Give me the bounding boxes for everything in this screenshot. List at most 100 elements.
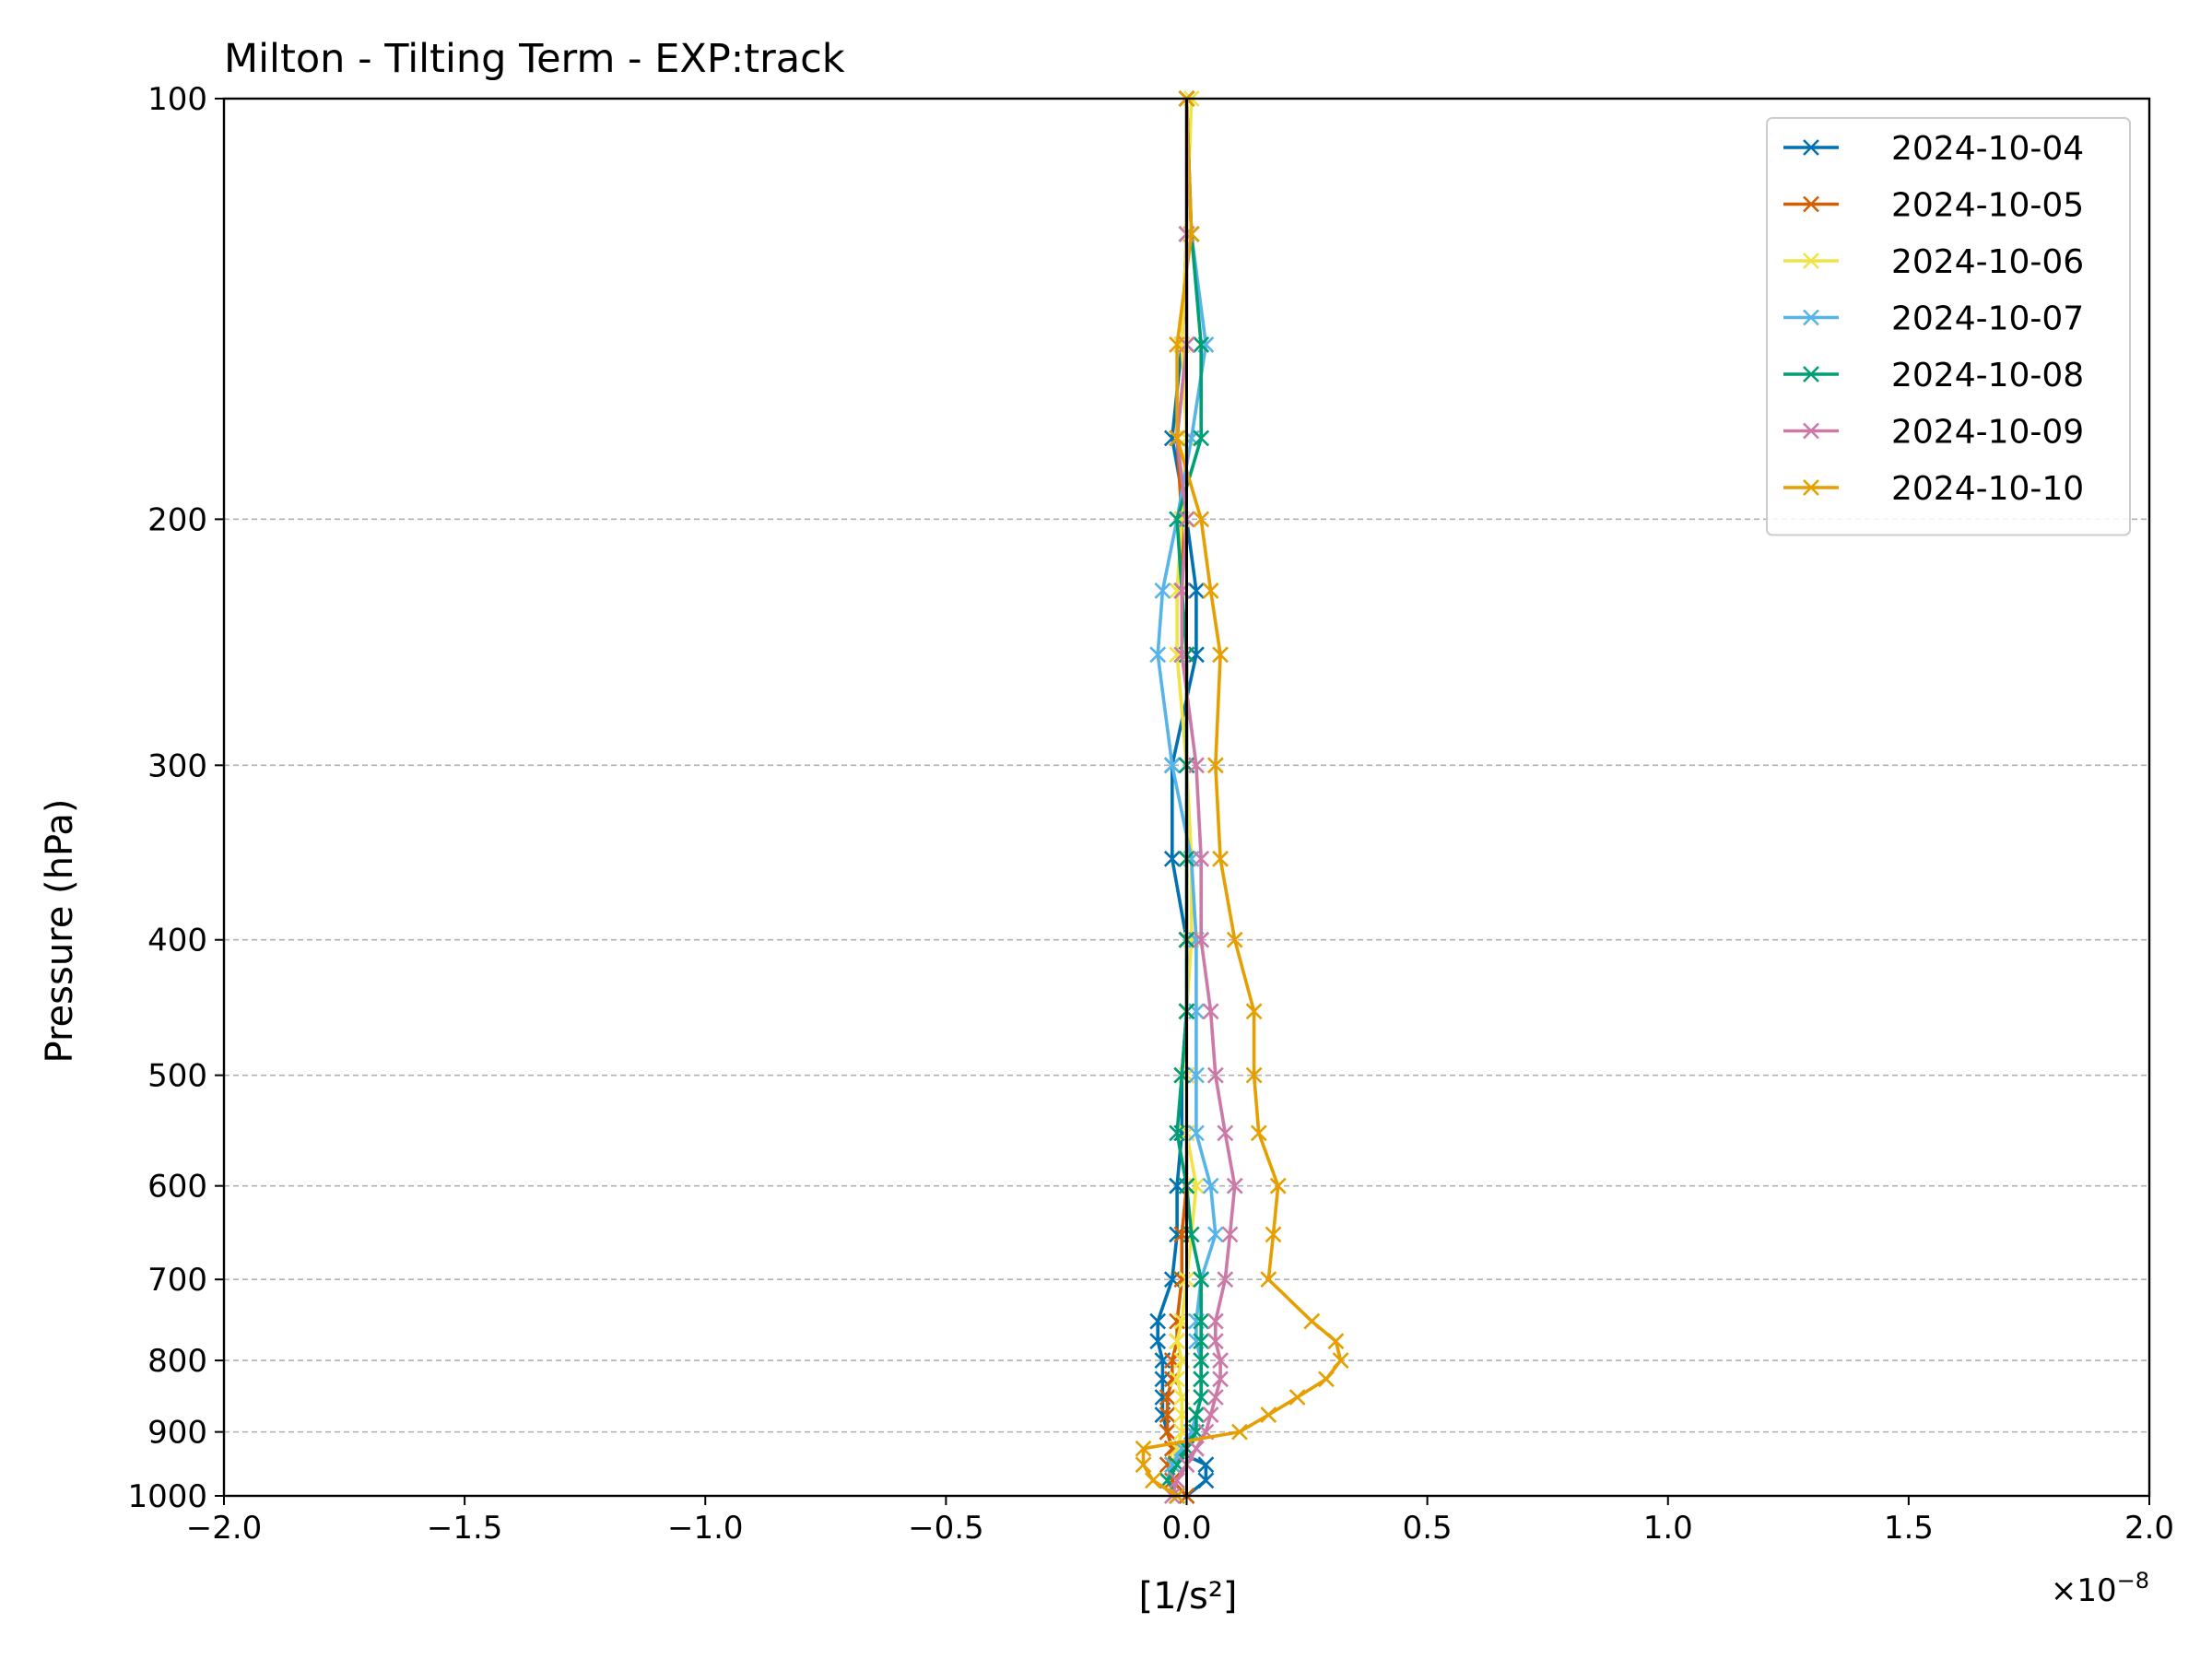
data-point <box>1212 1371 1229 1388</box>
x-tick-label: 0.0 <box>1161 1510 1211 1547</box>
data-point <box>1188 1440 1205 1457</box>
y-tick-label: 500 <box>147 1058 207 1095</box>
data-point <box>1135 1456 1152 1474</box>
y-tick-label: 900 <box>147 1415 207 1452</box>
data-point <box>1197 1456 1215 1474</box>
data-point <box>1193 1271 1210 1288</box>
data-point <box>1221 1226 1239 1243</box>
data-point <box>1188 1124 1205 1142</box>
data-point <box>1206 1389 1224 1406</box>
data-point <box>1193 931 1210 948</box>
data-point <box>1318 1371 1335 1388</box>
y-tick-label: 100 <box>147 81 207 118</box>
data-point <box>1226 1177 1243 1194</box>
data-point <box>1202 1406 1219 1424</box>
y-tick-label: 400 <box>147 923 207 959</box>
data-point <box>1332 1352 1349 1370</box>
data-point <box>1260 1406 1277 1424</box>
x-tick-label: −2.0 <box>186 1510 263 1547</box>
legend-label: 2024-10-06 <box>1891 243 2084 281</box>
data-point <box>1226 931 1243 948</box>
data-point <box>1135 1440 1152 1457</box>
legend-item: 2024-10-09 <box>1783 414 2084 452</box>
data-point <box>1159 1389 1176 1406</box>
y-tick-label: 700 <box>147 1262 207 1299</box>
x-tick-label: −1.5 <box>427 1510 503 1547</box>
data-point <box>1212 850 1229 867</box>
data-point <box>1202 1177 1219 1194</box>
data-point <box>1149 1333 1167 1350</box>
x-axis-scale-factor: ×10−8 <box>2051 1568 2149 1609</box>
data-point <box>1231 1423 1248 1441</box>
data-point <box>1193 336 1210 353</box>
data-point <box>1188 582 1205 599</box>
data-point <box>1163 757 1181 774</box>
data-point <box>1197 1472 1215 1489</box>
y-tick-label: 200 <box>147 501 207 538</box>
x-tick-label: −0.5 <box>908 1510 984 1547</box>
legend-label: 2024-10-10 <box>1891 470 2084 508</box>
legend-item: 2024-10-10 <box>1783 470 2084 508</box>
x-tick-label: 1.5 <box>1884 1510 1934 1547</box>
x-tick-label: 1.0 <box>1643 1510 1693 1547</box>
data-point <box>1163 1456 1181 1474</box>
data-point <box>1193 1333 1210 1350</box>
legend-item: 2024-10-04 <box>1783 130 2084 168</box>
data-point <box>1206 757 1224 774</box>
data-point <box>1217 1271 1234 1288</box>
data-point <box>1265 1226 1282 1243</box>
legend-item: 2024-10-05 <box>1783 187 2084 225</box>
data-point <box>1159 1423 1176 1441</box>
data-point <box>1169 336 1185 353</box>
data-point <box>1169 429 1185 447</box>
legend-label: 2024-10-08 <box>1891 357 2084 394</box>
data-point <box>1212 646 1229 664</box>
x-axis-scale-factor-exponent: −8 <box>2117 1568 2149 1594</box>
x-axis-label: [1/s²] <box>1138 1575 1237 1618</box>
data-point <box>1149 1312 1167 1330</box>
legend-label: 2024-10-05 <box>1891 187 2084 225</box>
data-point <box>1288 1389 1306 1406</box>
data-point <box>1327 1333 1345 1350</box>
data-point <box>1245 1066 1263 1084</box>
series-2024-10-09 <box>1163 90 1243 1504</box>
x-axis-scale-factor-base: ×10 <box>2051 1572 2117 1609</box>
data-point <box>1169 1333 1185 1350</box>
data-point <box>1193 1352 1210 1370</box>
data-point <box>1206 1226 1224 1243</box>
data-point <box>1206 1333 1224 1350</box>
legend-label: 2024-10-07 <box>1891 300 2084 338</box>
x-tick-label: 2.0 <box>2124 1510 2174 1547</box>
y-axis-label: Pressure (hPa) <box>39 799 81 1064</box>
data-point <box>1188 1406 1205 1424</box>
data-point <box>1188 757 1205 774</box>
data-point <box>1202 1003 1219 1020</box>
y-tick-label: 600 <box>147 1169 207 1206</box>
data-point <box>1193 1312 1210 1330</box>
data-point <box>1303 1312 1321 1330</box>
data-point <box>1193 1389 1210 1406</box>
y-tick-label: 800 <box>147 1343 207 1380</box>
x-tick-label: −1.0 <box>667 1510 744 1547</box>
data-point <box>1154 582 1171 599</box>
data-point <box>1193 429 1210 447</box>
data-point <box>1169 1371 1185 1388</box>
legend-label: 2024-10-09 <box>1891 414 2084 452</box>
data-point <box>1206 1066 1224 1084</box>
data-point <box>1212 1352 1229 1370</box>
legend: 2024-10-04 2024-10-05 2024-10-06 2024-10-07… <box>1766 117 2131 536</box>
data-point <box>1202 582 1219 599</box>
data-point <box>1269 1177 1287 1194</box>
ticks: −2.0 −1.5 −1.0 −0.5 0.0 0.5 1.0 1.5 2.0 100 200 300… <box>127 81 2174 1547</box>
data-point <box>1250 1124 1267 1142</box>
data-point <box>1217 1124 1234 1142</box>
chart-title: Milton - Tilting Term - EXP:track <box>224 36 845 82</box>
legend-item: 2024-10-07 <box>1783 300 2084 338</box>
legend-item: 2024-10-08 <box>1783 357 2084 394</box>
data-point <box>1159 1406 1176 1424</box>
data-point <box>1193 511 1210 528</box>
y-tick-label: 300 <box>147 747 207 784</box>
legend-box <box>1766 117 2131 536</box>
data-point <box>1149 646 1167 664</box>
